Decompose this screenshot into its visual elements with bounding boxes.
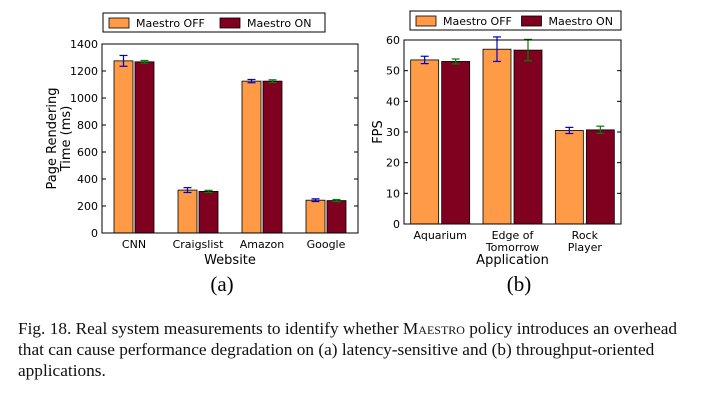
legend-label-maestro-off: Maestro OFF [136,17,205,30]
caption-text-start: Fig. 18. Real system measurements to ide… [18,319,403,338]
bar [198,191,219,234]
caption-text-end: policy introduces an overhead that can c… [18,319,678,380]
y-tick-label: 40 [386,95,400,108]
bar [513,49,543,225]
x-tick-label: Rock Player [568,229,603,254]
legend-label-maestro-off: Maestro OFF [443,15,512,28]
bar [177,189,198,234]
bar [305,199,326,234]
x-tick-label: CNN [122,238,146,251]
chart-panel-a: Maestro OFF Maestro ON CNN Craigslist Amazon… [45,12,359,296]
y-tick-label: 600 [77,146,98,159]
legend: Maestro OFF Maestro ON [409,10,622,31]
legend-swatch-maestro-on [521,15,542,27]
y-tick-label: 0 [393,218,400,231]
panel-label: (b) [507,272,532,296]
chart-panel-b: Maestro OFF Maestro ON Aquarium Edge of Tomo… [371,10,622,296]
bar [554,130,584,225]
figure-caption: Fig. 18. Real system measurements to ide… [18,318,698,381]
y-tick-label: 20 [386,157,400,170]
panel-label: (a) [210,272,233,296]
bar [441,61,471,225]
legend-swatch-maestro-off [108,17,130,29]
bar [262,80,283,234]
legend-swatch-maestro-off [415,15,437,27]
bar [134,61,155,234]
y-tick-label: 800 [77,119,98,132]
y-tick-label: 1000 [70,92,98,105]
y-tick-label: 1200 [70,65,98,78]
figure: Maestro OFF Maestro ON CNN Craigslist Amazon… [45,10,622,296]
legend-label-maestro-on: Maestro ON [549,15,613,28]
legend: Maestro OFF Maestro ON [102,12,326,33]
y-tick-label: 200 [77,200,98,213]
bar [482,48,512,225]
x-axis-label: Application [476,253,549,268]
bar [113,60,134,234]
bar [585,129,615,225]
y-tick-label: 50 [386,65,400,78]
y-tick-label: 60 [386,34,400,47]
legend-label-maestro-on: Maestro ON [247,17,311,30]
legend-frame [102,12,326,33]
y-tick-label: 10 [386,187,400,200]
caption-maestro-smallcaps: Maestro [402,319,465,338]
bar [410,59,440,225]
legend-frame [409,10,622,31]
plot-frame [101,43,359,234]
x-tick-label: Amazon [240,238,284,251]
y-axis-label: Page RenderingTime (ms) [45,88,74,190]
y-tick-label: 1400 [70,38,98,51]
x-tick-label: Aquarium [414,229,467,242]
x-tick-label: Craigslist [173,238,225,251]
bar [326,200,347,234]
legend-swatch-maestro-on [219,17,241,29]
y-tick-label: 400 [77,173,98,186]
x-tick-label: Google [307,238,346,251]
y-tick-label: 30 [386,126,400,139]
y-axis-label: FPS [371,120,386,144]
y-tick-label: 0 [91,227,98,240]
bar [241,80,262,234]
x-tick-label: Edge of Tomorrow [485,229,539,254]
x-axis-label: Website [204,253,256,268]
